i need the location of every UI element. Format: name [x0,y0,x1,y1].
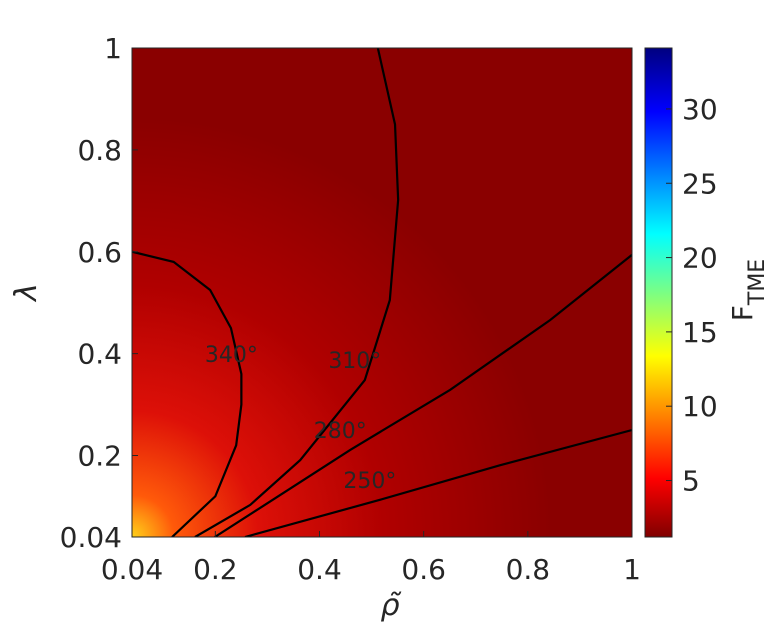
contour-line [132,250,243,537]
colorbar-label: FTME [726,259,770,321]
colorbar-tick-label: 30 [682,93,718,126]
colorbar-label-main: F [726,305,759,321]
colorbar-tick-label: 5 [682,465,700,498]
contour-label: 280° [314,419,367,444]
y-tick-label: 0.4 [77,338,122,371]
plot-frame [131,47,633,538]
colorbar-tick-label: 25 [682,167,718,200]
x-tick-label: 1 [623,553,641,586]
y-tick-label: 1 [104,32,122,65]
x-tick-label: 0.2 [193,553,238,586]
x-axis-label: ρ̃ [380,588,401,623]
x-tick-label: 0.04 [101,553,163,586]
contour-line [244,428,632,537]
plot-area [132,48,632,537]
colorbar [645,48,672,537]
x-tick-label: 0.4 [297,553,342,586]
heatmap [132,48,632,537]
contour-label: 250° [343,469,396,494]
y-tick-label: 0.04 [60,521,122,554]
colorbar-tick-label: 15 [682,316,718,349]
x-tick-label: 0.8 [506,553,551,586]
colorbar-frame [644,47,673,538]
contour-label: 310° [328,349,381,374]
y-tick-label: 0.6 [77,236,122,269]
y-axis-label: λ [9,283,44,303]
x-tick-label: 0.6 [401,553,446,586]
contour-line [194,48,400,537]
contour-label: 340° [205,343,258,368]
contour-line [214,253,632,537]
colorbar-label-sub: TME [745,259,770,306]
y-tick-label: 0.8 [77,134,122,167]
colorbar-tick-label: 10 [682,390,718,423]
colorbar-tick-label: 20 [682,242,718,275]
y-tick-label: 0.2 [77,440,122,473]
